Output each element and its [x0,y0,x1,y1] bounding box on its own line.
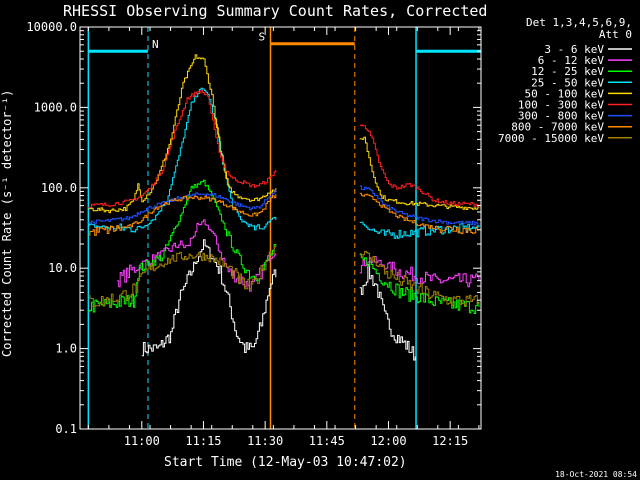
y-tick-label-5: 0.1 [55,422,77,436]
series-50-100-kev-seg0 [88,54,277,214]
legend-label-6: 300 - 800 keV [518,110,604,123]
x-tick-label-0: 11:00 [124,434,160,448]
x-tick-label-1: 11:15 [185,434,221,448]
series-25-50-kev-seg1 [359,221,480,239]
y-tick-label-2: 100.0 [41,181,77,195]
legend-label-7: 800 - 7000 keV [511,121,604,134]
legend-label-1: 6 - 12 keV [538,54,605,67]
series-100-300-kev-seg0 [88,89,277,208]
plot-frame [79,26,482,430]
series-800-7000-kev-seg0 [88,193,277,236]
legend-label-3: 25 - 50 keV [531,76,604,89]
chart-title: RHESSI Observing Summary Count Rates, Co… [63,2,487,20]
legend-label-2: 12 - 25 keV [531,65,604,78]
y-tick-label-3: 10.0 [48,261,77,275]
series-300-800-kev-seg0 [88,190,277,225]
series-layer [88,54,480,361]
legend-label-8: 7000 - 15000 keV [498,132,604,145]
x-tick-label-5: 12:15 [432,434,468,448]
legend-header-1: Att 0 [599,28,632,41]
series-50-100-kev-seg1 [359,136,480,210]
footer-timestamp: 18-Oct-2021 08:54 [555,470,637,479]
y-axis-label: Corrected Count Rate (s⁻¹ detector⁻¹) [0,90,14,357]
series-3-6-kev-seg1 [359,264,416,361]
series-7000-15000-kev-seg1 [359,250,480,307]
legend-label-4: 50 - 100 keV [525,87,605,100]
series-7000-15000-kev-seg0 [88,244,277,307]
marker-label-2: S [258,31,265,44]
x-tick-label-2: 11:30 [247,434,283,448]
marker-label-0: N [152,38,159,51]
marker-layer: NS [87,27,482,429]
series-3-6-kev-seg0 [141,239,277,357]
y-tick-label-0: 10000.0 [26,20,77,34]
series-800-7000-kev-seg1 [359,192,480,235]
y-tick-label-4: 1.0 [55,342,77,356]
legend-label-5: 100 - 300 keV [518,99,604,112]
series-25-50-kev-seg0 [88,87,277,233]
x-tick-label-4: 12:00 [370,434,406,448]
axes-layer: 10000.0 1000.0 100.0 10.0 1.0 0.1 11:00 11:15 11… [26,20,481,448]
x-axis-label: Start Time (12-May-03 10:47:02) [164,455,407,470]
legend-header-0: Det 1,3,4,5,6,9, [526,16,632,29]
series-6-12-kev-seg1 [359,256,480,288]
series-300-800-kev-seg1 [359,185,480,226]
series-100-300-kev-seg1 [359,124,480,207]
legend-label-0: 3 - 6 keV [544,43,604,56]
x-tick-label-3: 11:45 [309,434,345,448]
y-tick-label-1: 1000.0 [34,100,77,114]
series-12-25-kev-seg0 [88,179,277,313]
